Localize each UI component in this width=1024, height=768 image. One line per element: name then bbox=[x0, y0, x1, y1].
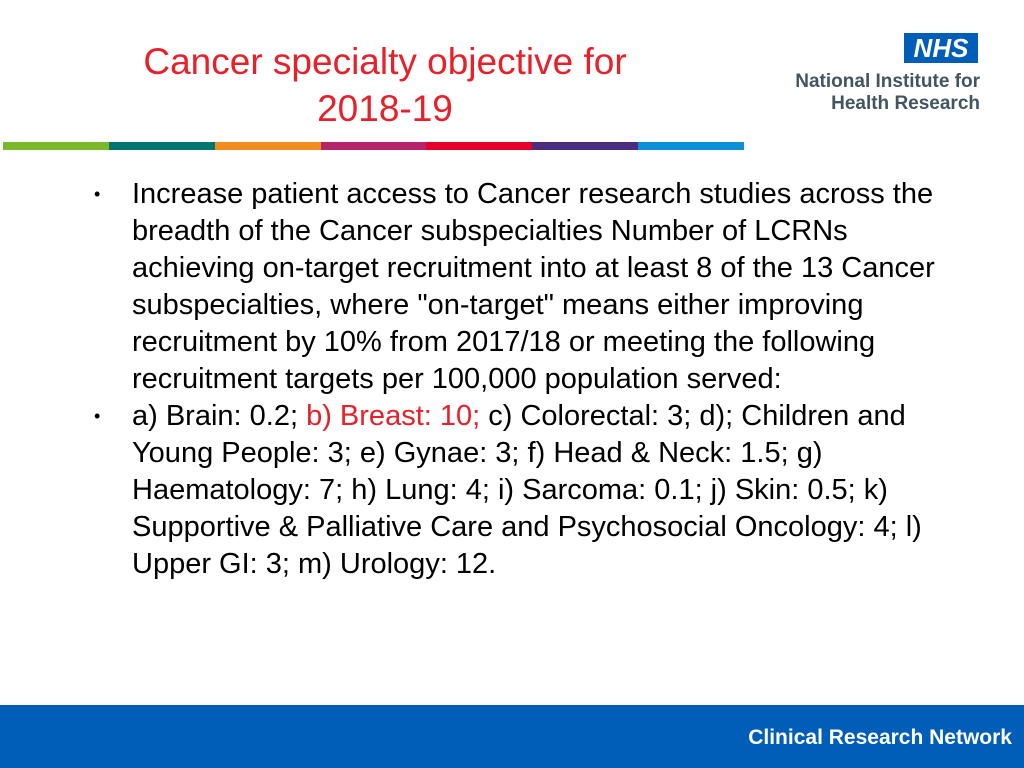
nhs-logo-badge: NHS bbox=[904, 33, 978, 63]
color-stripe-segment-6 bbox=[532, 142, 639, 150]
bullet-item-targets: • a) Brain: 0.2; b) Breast: 10; c) Color… bbox=[88, 398, 948, 583]
logo-text-line2: Health Research bbox=[831, 93, 980, 114]
slide-title-line1: Cancer specialty objective for bbox=[143, 41, 627, 82]
color-stripe-segment-3 bbox=[214, 142, 321, 150]
logo-text-line1: National Institute for bbox=[795, 71, 980, 92]
footer-bar: Clinical Research Network bbox=[0, 705, 1024, 768]
bullet-item-objective: • Increase patient access to Cancer rese… bbox=[88, 176, 948, 398]
bullet-list: • Increase patient access to Cancer rese… bbox=[88, 176, 948, 583]
bullet-icon: • bbox=[94, 406, 101, 426]
color-stripe-segment-4 bbox=[320, 142, 427, 150]
color-stripe-segment-7 bbox=[638, 142, 745, 150]
targets-text-breast-highlight: b) Breast: 10; bbox=[306, 400, 481, 432]
bullet-item-objective-text: Increase patient access to Cancer resear… bbox=[132, 178, 935, 395]
color-stripe-divider bbox=[3, 142, 745, 150]
footer-network-name: Clinical Research Network bbox=[748, 726, 1012, 749]
slide-title: Cancer specialty objective for 2018-19 bbox=[40, 38, 730, 132]
color-stripe-segment-1 bbox=[3, 142, 109, 150]
bullet-icon: • bbox=[94, 184, 101, 204]
targets-text-part2: c) Colorectal: 3; d); Children and Young… bbox=[132, 400, 922, 580]
targets-text-part1: a) Brain: 0.2; bbox=[132, 400, 307, 432]
color-stripe-segment-5 bbox=[426, 142, 533, 150]
nihr-logo: NHS National Institute for Health Resear… bbox=[758, 33, 980, 117]
slide-title-line2: 2018-19 bbox=[317, 88, 453, 129]
color-stripe-segment-2 bbox=[108, 142, 215, 150]
